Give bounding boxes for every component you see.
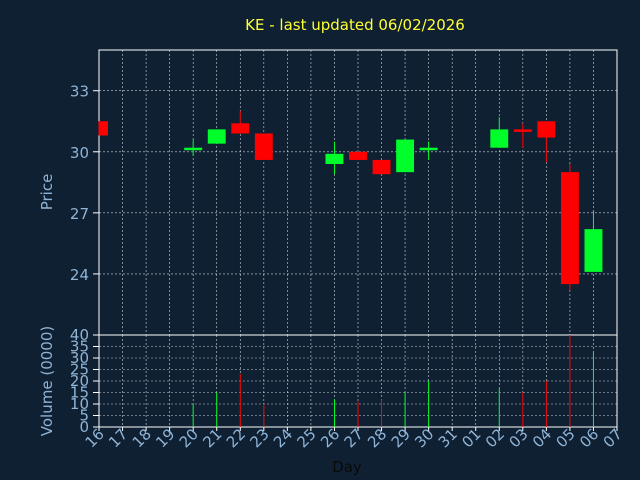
price-panel: 24 27 30 33 [70, 49, 618, 336]
x-axis-label: Day [332, 458, 362, 476]
volume-tick-label: 35 [70, 338, 89, 356]
candle-body [254, 133, 273, 160]
candle-body [349, 151, 367, 160]
x-axis-tick-labels: 1617181920212223242526272829303101020304… [82, 425, 626, 451]
candle-body [419, 147, 438, 151]
volume-tick-label: 15 [70, 384, 89, 402]
price-tick-label: 33 [70, 83, 89, 101]
candle-body [184, 147, 203, 151]
candle-body [325, 153, 344, 164]
candle-body [207, 129, 226, 144]
price-tick-label: 24 [70, 266, 89, 284]
volume-tick-label: 40 [70, 326, 89, 344]
volume-tick-label: 10 [70, 395, 89, 413]
volume-tick-label: 30 [70, 349, 89, 367]
price-axis-label: Price [38, 174, 56, 211]
candle-body [490, 129, 509, 148]
candle-body [372, 159, 391, 175]
price-tick-label: 30 [70, 144, 89, 162]
chart-title: KE - last updated 06/02/2026 [245, 16, 465, 34]
volume-tick-label: 25 [70, 361, 89, 379]
candle-body [396, 139, 415, 173]
candle-body [231, 123, 250, 134]
volume-tick-label: 0 [79, 418, 89, 436]
volume-tick-label: 20 [70, 372, 89, 390]
volume-tick-label: 5 [79, 407, 89, 425]
candle-body [513, 129, 532, 132]
candle-body [99, 121, 108, 136]
price-tick-label: 27 [70, 205, 89, 223]
candle-body [560, 172, 579, 285]
volume-axis-label: Volume (0000) [38, 326, 56, 436]
candle-body [537, 121, 556, 138]
candle-body [584, 229, 603, 272]
